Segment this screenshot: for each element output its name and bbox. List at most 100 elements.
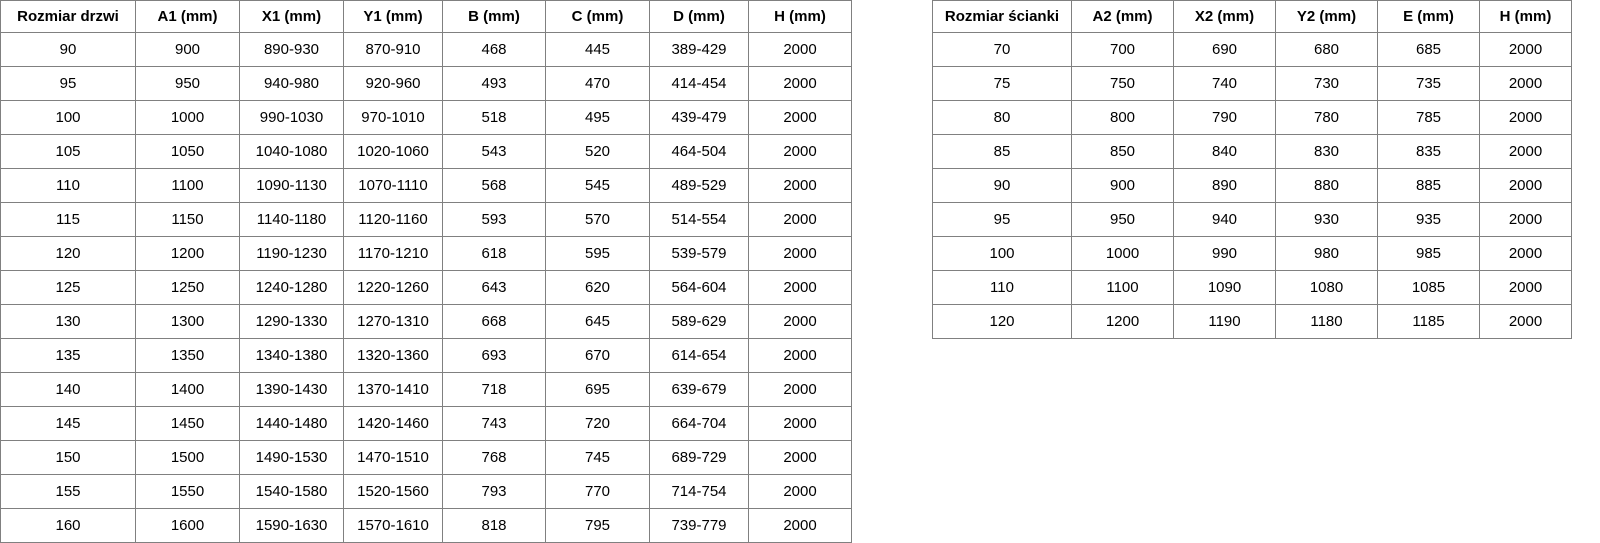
table-cell: 1140-1180 — [239, 202, 344, 237]
table-cell: 870-910 — [343, 32, 443, 67]
table-row: 120 1200 1190 1180 1185 2000 — [932, 304, 1572, 339]
doors-table-body: 90 900 890-930 870-910 468 445 389-429 2000 95 95… — [0, 32, 852, 543]
table-cell: 493 — [442, 66, 546, 101]
table-cell: 2000 — [748, 32, 852, 67]
table-cell: 1200 — [135, 236, 240, 271]
table-cell: 750 — [1071, 66, 1174, 101]
table-row: 80 800 790 780 785 2000 — [932, 100, 1572, 135]
column-header-2: A2 (mm) — [1071, 0, 1174, 33]
walls-table-header: Rozmiar ścianki A2 (mm) X2 (mm) Y2 (mm) E (m… — [932, 0, 1572, 33]
table-cell: 110 — [0, 168, 136, 203]
table-cell: 150 — [0, 440, 136, 475]
table-cell: 1000 — [135, 100, 240, 135]
table-cell: 570 — [545, 202, 650, 237]
table-cell: 1540-1580 — [239, 474, 344, 509]
column-header-3: X2 (mm) — [1173, 0, 1276, 33]
table-cell: 1400 — [135, 372, 240, 407]
column-header-7: D (mm) — [649, 0, 749, 33]
table-cell: 2000 — [748, 338, 852, 373]
table-row: 90 900 890-930 870-910 468 445 389-429 2000 — [0, 32, 852, 67]
table-cell: 1350 — [135, 338, 240, 373]
table-cell: 2000 — [1479, 236, 1572, 271]
table-cell: 1090-1130 — [239, 168, 344, 203]
table-cell: 970-1010 — [343, 100, 443, 135]
table-cell: 1250 — [135, 270, 240, 305]
table-cell: 800 — [1071, 100, 1174, 135]
table-cell: 568 — [442, 168, 546, 203]
table-cell: 2000 — [748, 304, 852, 339]
table-cell: 790 — [1173, 100, 1276, 135]
table-cell: 115 — [0, 202, 136, 237]
table-row: 95 950 940 930 935 2000 — [932, 202, 1572, 237]
column-header-6: C (mm) — [545, 0, 650, 33]
table-cell: 1220-1260 — [343, 270, 443, 305]
table-cell: 1500 — [135, 440, 240, 475]
table-cell: 1090 — [1173, 270, 1276, 305]
table-cell: 793 — [442, 474, 546, 509]
table-cell: 155 — [0, 474, 136, 509]
table-cell: 1490-1530 — [239, 440, 344, 475]
table-row: 125 1250 1240-1280 1220-1260 643 620 564-604 20… — [0, 270, 852, 305]
table-cell: 1290-1330 — [239, 304, 344, 339]
table-cell: 930 — [1275, 202, 1378, 237]
table-cell: 1180 — [1275, 304, 1378, 339]
table-row: 85 850 840 830 835 2000 — [932, 134, 1572, 169]
table-cell: 685 — [1377, 32, 1480, 67]
table-row: 150 1500 1490-1530 1470-1510 768 745 689-729 20… — [0, 440, 852, 475]
table-cell: 695 — [545, 372, 650, 407]
table-row: 135 1350 1340-1380 1320-1360 693 670 614-654 20… — [0, 338, 852, 373]
table-cell: 890-930 — [239, 32, 344, 67]
table-cell: 468 — [442, 32, 546, 67]
table-row: 100 1000 990 980 985 2000 — [932, 236, 1572, 271]
table-cell: 1070-1110 — [343, 168, 443, 203]
table-cell: 75 — [932, 66, 1072, 101]
table-cell: 1080 — [1275, 270, 1378, 305]
table-cell: 693 — [442, 338, 546, 373]
table-cell: 145 — [0, 406, 136, 441]
table-cell: 900 — [135, 32, 240, 67]
table-cell: 2000 — [748, 236, 852, 271]
table-cell: 740 — [1173, 66, 1276, 101]
table-cell: 768 — [442, 440, 546, 475]
table-row: 120 1200 1190-1230 1170-1210 618 595 539-579 20… — [0, 236, 852, 271]
table-cell: 2000 — [748, 168, 852, 203]
table-cell: 2000 — [1479, 270, 1572, 305]
table-cell: 100 — [0, 100, 136, 135]
table-cell: 880 — [1275, 168, 1378, 203]
table-cell: 80 — [932, 100, 1072, 135]
table-cell: 110 — [932, 270, 1072, 305]
column-header-3: X1 (mm) — [239, 0, 344, 33]
table-cell: 714-754 — [649, 474, 749, 509]
table-cell: 95 — [0, 66, 136, 101]
column-header-5: E (mm) — [1377, 0, 1480, 33]
column-header-4: Y1 (mm) — [343, 0, 443, 33]
table-cell: 2000 — [1479, 168, 1572, 203]
table-cell: 1390-1430 — [239, 372, 344, 407]
table-cell: 2000 — [748, 66, 852, 101]
table-cell: 1370-1410 — [343, 372, 443, 407]
table-cell: 835 — [1377, 134, 1480, 169]
table-cell: 1200 — [1071, 304, 1174, 339]
table-cell: 539-579 — [649, 236, 749, 271]
table-cell: 120 — [0, 236, 136, 271]
table-cell: 2000 — [1479, 134, 1572, 169]
table-row: 95 950 940-980 920-960 493 470 414-454 2000 — [0, 66, 852, 101]
table-cell: 120 — [932, 304, 1072, 339]
table-cell: 785 — [1377, 100, 1480, 135]
table-cell: 2000 — [1479, 304, 1572, 339]
table-cell: 1020-1060 — [343, 134, 443, 169]
column-header-2: A1 (mm) — [135, 0, 240, 33]
table-cell: 470 — [545, 66, 650, 101]
table-cell: 850 — [1071, 134, 1174, 169]
table-cell: 1190-1230 — [239, 236, 344, 271]
table-cell: 720 — [545, 406, 650, 441]
table-cell: 890 — [1173, 168, 1276, 203]
table-cell: 689-729 — [649, 440, 749, 475]
table-cell: 105 — [0, 134, 136, 169]
table-cell: 980 — [1275, 236, 1378, 271]
table-cell: 745 — [545, 440, 650, 475]
table-row: 100 1000 990-1030 970-1010 518 495 439-479 2000 — [0, 100, 852, 135]
table-cell: 1440-1480 — [239, 406, 344, 441]
table-cell: 1320-1360 — [343, 338, 443, 373]
table-cell: 1470-1510 — [343, 440, 443, 475]
